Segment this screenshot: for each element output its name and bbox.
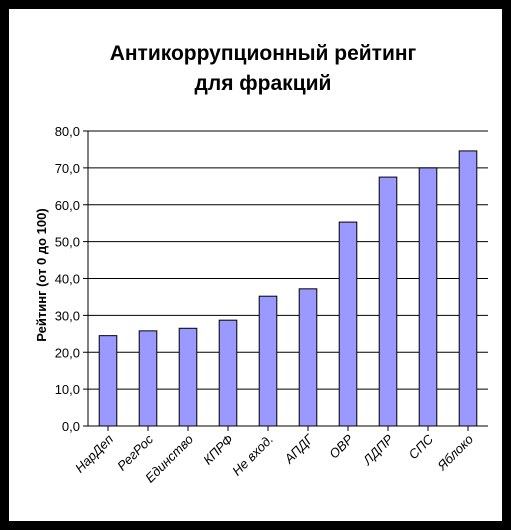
x-tick-label: ОВР: [326, 431, 356, 461]
chart-title-line-1: Антикоррупционный рейтинг: [110, 42, 417, 65]
bar: [218, 319, 238, 427]
y-tick-label: 50,0: [55, 235, 80, 250]
bars: [98, 150, 478, 431]
bar: [418, 167, 438, 427]
y-tick-label: 0,0: [62, 419, 80, 434]
y-axis-label: Рейтинг (от 0 до 100): [34, 208, 49, 341]
bar: [258, 295, 278, 427]
axes: [87, 131, 488, 427]
x-tick-label: ЛДПР: [359, 431, 396, 468]
x-tick-label: КПРФ: [200, 432, 236, 468]
y-tick-label: 30,0: [55, 308, 80, 323]
bar: [298, 288, 318, 427]
y-tick-label: 10,0: [55, 382, 80, 397]
bar: [178, 327, 198, 427]
bar: [458, 150, 478, 427]
y-tick-label: 40,0: [55, 272, 80, 287]
x-tick-label: АПДГ: [281, 431, 317, 467]
y-tick-label: 80,0: [55, 124, 80, 139]
x-tick-label: Не вход.: [229, 432, 276, 479]
bar: [98, 335, 118, 427]
bar: [378, 176, 398, 427]
chart-title-line-2: для фракций: [195, 72, 332, 95]
x-tick-label: НарДеп: [72, 432, 116, 476]
y-tick-label: 60,0: [55, 198, 80, 213]
y-tick-labels: 0,0 10,0 20,0 30,0 40,0 50,0 60,0 70,0 80,0: [55, 124, 80, 434]
bar: [138, 330, 158, 427]
x-tick-label: Яблоко: [434, 432, 476, 474]
y-tick-label: 70,0: [55, 161, 80, 176]
bar: [338, 221, 358, 427]
x-tick-label: СПС: [406, 431, 437, 462]
y-tick-label: 20,0: [55, 345, 80, 360]
